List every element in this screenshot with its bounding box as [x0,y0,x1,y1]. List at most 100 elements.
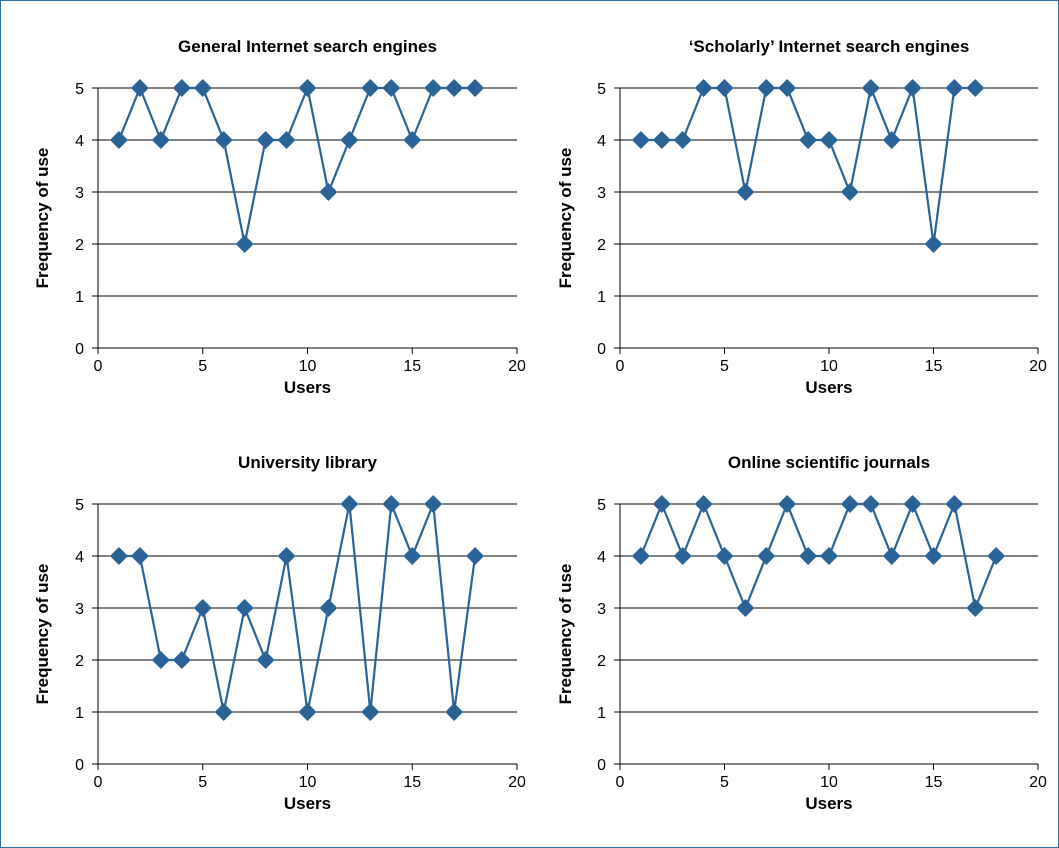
data-point [235,235,254,253]
data-point [340,131,359,149]
series-line [640,83,976,245]
data-point [840,495,859,513]
y-tick-label: 3 [75,185,84,202]
series-line [639,500,998,612]
data-point [757,79,776,97]
data-point [631,131,650,149]
x-axis-label: Users [284,794,331,813]
y-tick-label: 1 [597,289,606,306]
chart-title: General Internet search engines [178,37,437,56]
data-point [736,599,755,617]
data-point [652,131,671,149]
data-point [987,547,1006,565]
x-tick-label: 5 [198,774,207,791]
y-tick-label: 4 [75,549,84,566]
x-tick-label: 0 [616,774,625,791]
data-point [151,651,170,669]
data-point [235,599,254,617]
data-point [673,547,692,565]
y-axis-label: Frequency of use [556,564,575,705]
y-tick-label: 1 [75,289,84,306]
data-point [130,79,149,97]
x-axis-label: Users [805,378,852,397]
data-point [172,79,191,97]
y-tick-label: 2 [75,653,84,670]
data-point [424,495,443,513]
y-tick-label: 2 [597,237,606,254]
x-tick-label: 15 [925,774,943,791]
chart-panel-2: 0 5 10 15 20 0 1 2 3 4 5 ‘Scholarly’ Internet searc… [556,37,1047,397]
data-point [757,547,776,565]
data-point [882,547,901,565]
data-point [466,547,485,565]
data-point [193,599,212,617]
data-point [966,79,985,97]
y-tick-label: 2 [75,237,84,254]
x-tick-label: 20 [1029,774,1047,791]
data-point [736,183,755,201]
data-point [945,79,964,97]
data-point [151,131,170,149]
data-point [631,547,650,565]
data-point [799,131,818,149]
data-point [277,131,296,149]
data-point [172,651,191,669]
x-tick-label: 5 [720,358,729,375]
chart-panel-4: 0 5 10 15 20 0 1 2 3 4 5 Online scientific journals… [556,453,1047,813]
y-tick-label: 2 [597,653,606,670]
data-point [382,79,401,97]
y-axis-label: Frequency of use [33,564,52,705]
x-tick-label: 15 [403,358,421,375]
chart-title: Online scientific journals [728,453,930,472]
data-point [403,131,422,149]
data-point [945,495,964,513]
x-tick-label: 20 [508,358,526,375]
y-tick-label: 5 [75,497,84,514]
y-axis-label: Frequency of use [556,148,575,289]
data-point [694,79,713,97]
x-tick-label: 0 [94,358,103,375]
chart-title: ‘Scholarly’ Internet search engines [689,37,970,56]
x-axis-label: Users [805,794,852,813]
y-tick-label: 0 [75,341,84,358]
x-tick-label: 0 [616,358,625,375]
data-point [799,547,818,565]
data-point [214,131,233,149]
data-point [694,495,713,513]
chart-panel-1: 0 5 10 15 20 0 1 2 3 4 5 General Internet search en… [33,37,526,397]
y-tick-label: 5 [597,497,606,514]
data-point [966,599,985,617]
data-point [298,79,317,97]
data-point [256,131,275,149]
y-tick-label: 0 [75,757,84,774]
data-point [861,79,880,97]
data-point [298,703,317,721]
y-tick-label: 1 [597,705,606,722]
y-tick-label: 3 [75,601,84,618]
x-tick-label: 5 [720,774,729,791]
data-point [445,703,464,721]
y-tick-label: 3 [597,185,606,202]
y-tick-label: 0 [597,757,606,774]
x-tick-label: 15 [403,774,421,791]
data-point [466,79,485,97]
data-point [924,235,943,253]
data-point [778,495,797,513]
data-point [861,495,880,513]
y-tick-label: 3 [597,601,606,618]
data-point [424,79,443,97]
y-tick-label: 5 [597,81,606,98]
data-point [130,547,149,565]
data-point [361,703,380,721]
data-point [382,495,401,513]
data-point [882,131,901,149]
data-point [403,547,422,565]
y-tick-label: 5 [75,81,84,98]
x-tick-label: 15 [925,358,943,375]
data-point [903,79,922,97]
chart-title: University library [238,453,377,472]
data-point [673,131,692,149]
data-point [109,131,128,149]
y-tick-label: 4 [597,549,606,566]
